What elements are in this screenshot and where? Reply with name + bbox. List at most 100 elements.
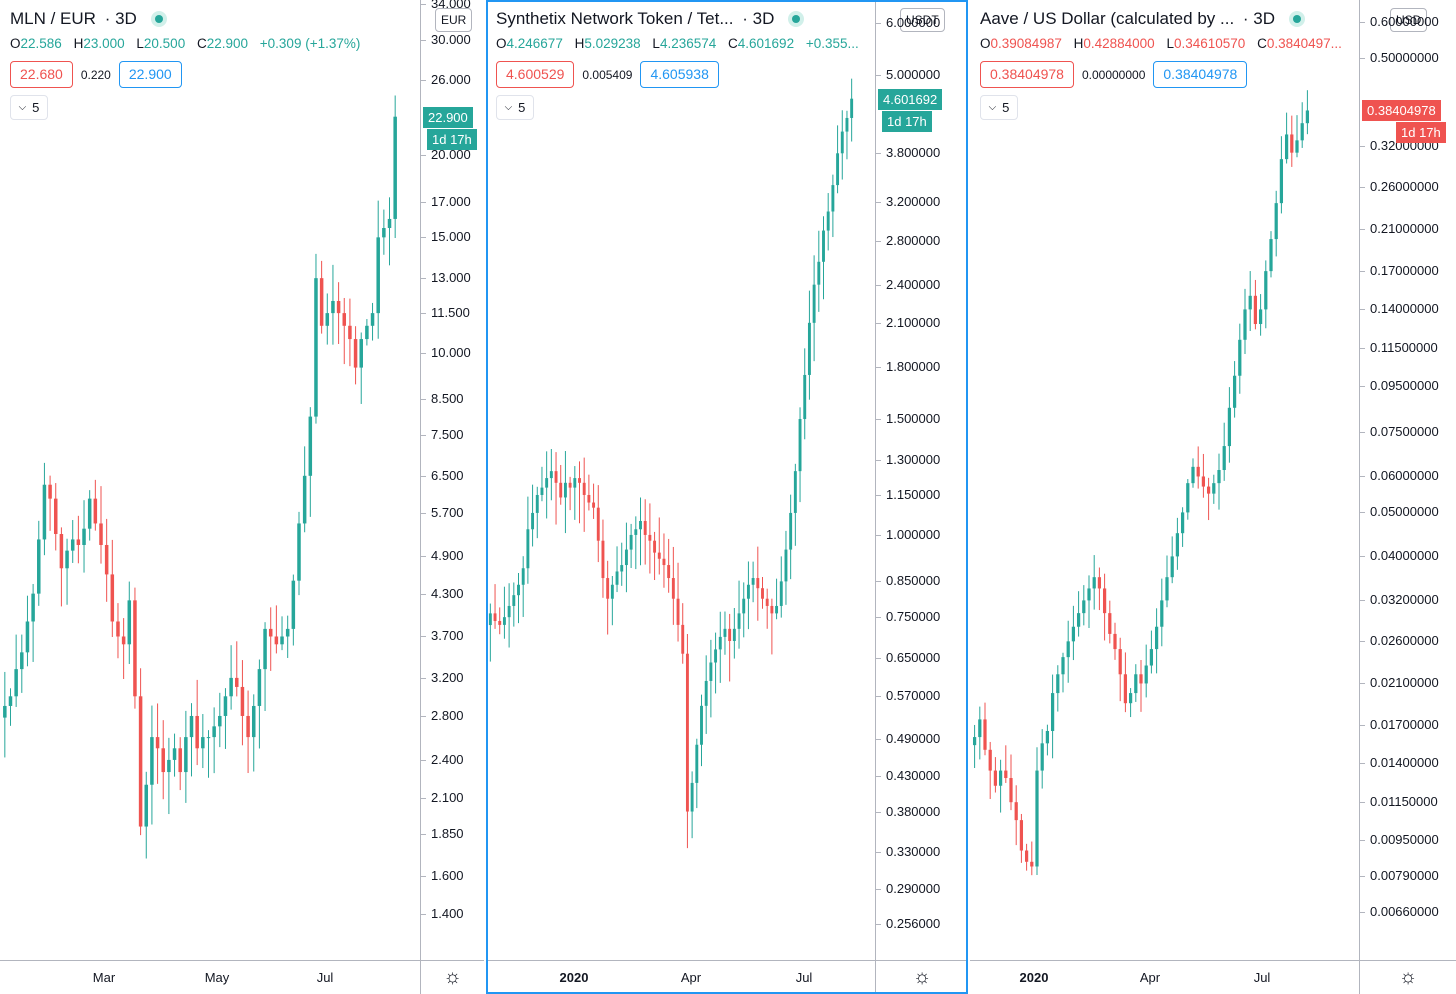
gear-icon[interactable]: ☼ xyxy=(443,966,462,988)
candle-body xyxy=(314,278,318,417)
candle-body xyxy=(48,484,52,499)
chart-pane-snx-usdt[interactable]: USDT 6.000000 5.000000 3.800000 3.200000 2.8… xyxy=(486,0,968,994)
candle-body xyxy=(1014,802,1018,821)
candle-body xyxy=(263,628,267,670)
price-tick-mark xyxy=(1360,683,1365,685)
gear-icon[interactable]: ☼ xyxy=(912,966,932,988)
currency-badge[interactable]: USD xyxy=(1390,8,1428,32)
time-axis[interactable]: Mar May Jul xyxy=(0,960,420,994)
time-tick-label: May xyxy=(204,970,230,985)
axis-settings-corner[interactable]: ☼ xyxy=(875,960,968,994)
price-tick-mark xyxy=(421,237,426,239)
price-tick-label: 20.000 xyxy=(431,147,471,163)
sell-button[interactable]: 22.680 xyxy=(10,61,73,88)
candle-body xyxy=(1154,626,1159,650)
symbol-name: Aave / US Dollar (calculated by ... xyxy=(980,9,1235,28)
time-tick-label: 2020 xyxy=(559,970,589,985)
sell-button[interactable]: 4.600529 xyxy=(496,61,575,88)
candle-body xyxy=(235,677,239,687)
candle-body xyxy=(840,131,844,154)
price-tick-mark xyxy=(876,494,881,496)
candle-body xyxy=(285,628,290,637)
price-tick-mark xyxy=(1360,271,1365,273)
candle-body xyxy=(587,494,591,503)
candle-body xyxy=(521,568,525,585)
price-axis[interactable]: EUR 34.000 30.000 26.000 20.000 17.000 15.000… xyxy=(420,0,484,960)
candle-body xyxy=(1087,588,1091,601)
buy-button[interactable]: 22.900 xyxy=(118,61,182,88)
symbol-title[interactable]: Synthetix Network Token / Tet... · 3D xyxy=(496,9,805,29)
candle-body xyxy=(268,628,273,637)
gear-icon[interactable]: ☼ xyxy=(1398,966,1418,988)
candle-body xyxy=(1196,466,1200,477)
currency-badge[interactable]: USDT xyxy=(900,8,945,32)
price-tick-label: 0.00790000 xyxy=(1370,868,1439,884)
candle-body xyxy=(845,117,849,132)
candle-body xyxy=(718,636,722,650)
price-tick-label: 0.50000000 xyxy=(1370,50,1439,66)
candle-body xyxy=(545,478,549,488)
indicator-collapse-button[interactable]: ⌵ 5 xyxy=(496,95,534,120)
price-tick-mark xyxy=(876,776,881,778)
currency-badge[interactable]: EUR xyxy=(435,8,473,32)
price-tick-label: 0.60000000 xyxy=(1370,14,1439,30)
candle-body xyxy=(184,737,188,773)
price-axis[interactable]: USD 0.60000000 0.50000000 0.32000000 0.2600… xyxy=(1359,0,1456,960)
candle-body xyxy=(189,715,194,738)
axis-settings-corner[interactable]: ☼ xyxy=(420,960,484,994)
axis-settings-corner[interactable]: ☼ xyxy=(1359,960,1456,994)
time-tick-label: Apr xyxy=(680,970,702,985)
price-tick-label: 1.400 xyxy=(431,905,464,921)
candle-body xyxy=(1290,134,1294,153)
time-axis[interactable]: 2020 Apr Jul xyxy=(486,960,875,994)
candle-body xyxy=(704,680,708,706)
price-tick-label: 0.17000000 xyxy=(1370,263,1439,279)
buy-button[interactable]: 0.38404978 xyxy=(1153,61,1248,88)
candle-body xyxy=(988,749,992,771)
time-axis[interactable]: 2020 Apr Jul xyxy=(970,960,1359,994)
price-tick-mark xyxy=(1360,229,1365,231)
candle-body xyxy=(1092,577,1096,589)
chart-pane-mln-eur[interactable]: EUR 34.000 30.000 26.000 20.000 17.000 15.000… xyxy=(0,0,484,994)
candle-body xyxy=(297,523,301,581)
ohlc-legend: O22.586 H23.000 L20.500 C22.900 +0.309 (… xyxy=(10,36,361,51)
candlestick-plot[interactable] xyxy=(486,0,875,960)
price-tick-mark xyxy=(421,556,426,558)
price-tick-mark xyxy=(876,22,881,24)
price-tick-mark xyxy=(876,888,881,890)
indicator-collapse-button[interactable]: ⌵ 5 xyxy=(980,95,1018,120)
candle-body xyxy=(1232,375,1237,408)
symbol-title[interactable]: MLN / EUR · 3D xyxy=(10,9,167,29)
spread-value: 0.00000000 xyxy=(1081,67,1146,82)
price-tick-mark xyxy=(1360,309,1365,311)
candle-body xyxy=(1134,674,1138,694)
candle-body xyxy=(280,636,284,645)
price-tick-mark xyxy=(1360,641,1365,643)
symbol-name: MLN / EUR xyxy=(10,9,96,28)
candlestick-plot[interactable] xyxy=(0,0,420,960)
candle-body xyxy=(370,313,375,326)
candle-body xyxy=(1066,641,1070,658)
symbol-title[interactable]: Aave / US Dollar (calculated by ... · 3D xyxy=(980,9,1306,29)
price-tick-mark xyxy=(876,738,881,740)
chart-pane-aave-usd[interactable]: USD 0.60000000 0.50000000 0.32000000 0.2600… xyxy=(970,0,1456,994)
candle-body xyxy=(573,478,577,488)
price-tick-mark xyxy=(876,658,881,660)
price-tick-label: 0.02100000 xyxy=(1370,675,1439,691)
candlestick-plot[interactable] xyxy=(970,0,1359,960)
price-tick-mark xyxy=(421,80,426,82)
candle-body xyxy=(662,558,666,566)
candle-body xyxy=(387,218,392,228)
indicator-collapse-button[interactable]: ⌵ 5 xyxy=(10,95,48,120)
candle-body xyxy=(1123,674,1128,704)
sell-button[interactable]: 0.38404978 xyxy=(980,61,1074,88)
candle-body xyxy=(756,578,760,589)
price-axis[interactable]: USDT 6.000000 5.000000 3.800000 3.200000 2.8… xyxy=(875,0,968,960)
candle-body xyxy=(161,748,165,773)
candle-body xyxy=(723,628,727,637)
candle-body xyxy=(1269,239,1273,272)
buy-button[interactable]: 4.605938 xyxy=(640,61,719,88)
candle-body xyxy=(365,325,369,340)
candle-body xyxy=(563,482,567,498)
candle-body xyxy=(615,571,619,585)
